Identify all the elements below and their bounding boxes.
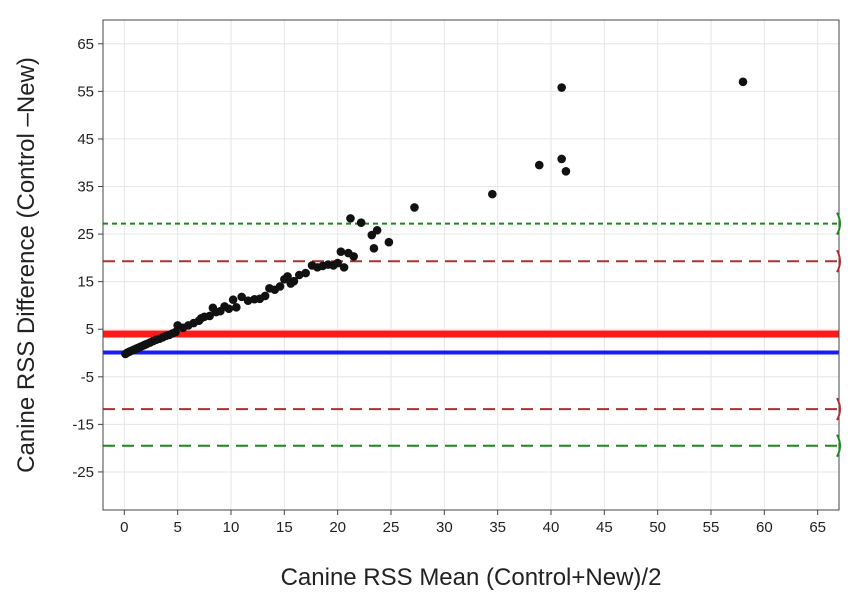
data-point: [275, 282, 285, 291]
x-tick-label: 10: [223, 519, 240, 536]
x-tick-label: 30: [436, 519, 453, 536]
data-point: [224, 304, 234, 314]
x-tick-label: 50: [649, 519, 666, 536]
x-axis-ticks: 0 5 10 15 20 25 30 35 40 45 50 55 60 65: [120, 510, 826, 536]
y-tick-label: 25: [77, 226, 94, 243]
data-point: [237, 292, 246, 302]
y-tick-label: 45: [77, 131, 94, 148]
y-tick-label: 5: [86, 321, 94, 338]
x-tick-label: 25: [383, 519, 400, 536]
data-point: [283, 272, 292, 281]
y-tick-label: 15: [77, 274, 94, 291]
y-tick-label: -5: [81, 369, 94, 386]
x-tick-label: 65: [809, 519, 826, 536]
limit-marker: [836, 212, 841, 236]
y-tick-label: -25: [72, 464, 94, 481]
data-point: [232, 303, 241, 312]
y-tick-label: 55: [77, 83, 94, 100]
data-point: [561, 166, 571, 176]
limit-marker: [836, 249, 841, 273]
x-tick-label: 40: [543, 519, 560, 536]
y-tick-label: 35: [77, 179, 94, 196]
data-point: [356, 218, 366, 227]
data-point: [339, 263, 349, 272]
x-axis-title: Canine RSS Mean (Control+New)/2: [281, 564, 662, 591]
data-point: [171, 327, 180, 337]
data-point: [349, 252, 358, 261]
data-point: [289, 276, 299, 286]
grid-lines: [103, 20, 839, 510]
x-tick-label: 45: [596, 519, 613, 536]
data-point: [301, 268, 310, 278]
y-axis-ticks: 65 55 45 35 25 15 5 -5 -15 -25: [72, 36, 103, 481]
data-point: [228, 295, 238, 305]
y-tick-label: -15: [72, 416, 94, 433]
limit-markers: [836, 212, 841, 458]
limit-marker: [836, 397, 841, 421]
plot-frame: [102, 19, 840, 511]
data-point: [534, 160, 544, 170]
data-point: [372, 225, 382, 235]
x-tick-label: 15: [276, 519, 293, 536]
data-point: [260, 291, 270, 301]
data-point: [557, 83, 566, 92]
data-point: [488, 189, 497, 199]
data-point: [369, 244, 379, 253]
data-point: [205, 311, 214, 321]
limit-marker: [836, 434, 841, 458]
x-tick-label: 55: [703, 519, 720, 536]
data-point: [384, 237, 394, 247]
x-tick-label: 35: [489, 519, 506, 536]
data-point: [557, 154, 566, 164]
data-point: [346, 214, 355, 223]
x-tick-label: 60: [756, 519, 773, 536]
data-points: [121, 77, 748, 359]
data-point: [336, 247, 346, 256]
data-point: [410, 203, 419, 212]
x-tick-label: 20: [329, 519, 346, 536]
data-point: [738, 77, 748, 87]
y-tick-label: 65: [77, 36, 94, 53]
x-tick-label: 0: [120, 519, 128, 536]
data-point: [243, 296, 253, 305]
reference-lines: [103, 222, 839, 447]
data-point: [333, 258, 342, 268]
x-tick-label: 5: [173, 519, 181, 536]
y-axis-title: Canine RSS Difference (Control –New): [13, 57, 40, 473]
